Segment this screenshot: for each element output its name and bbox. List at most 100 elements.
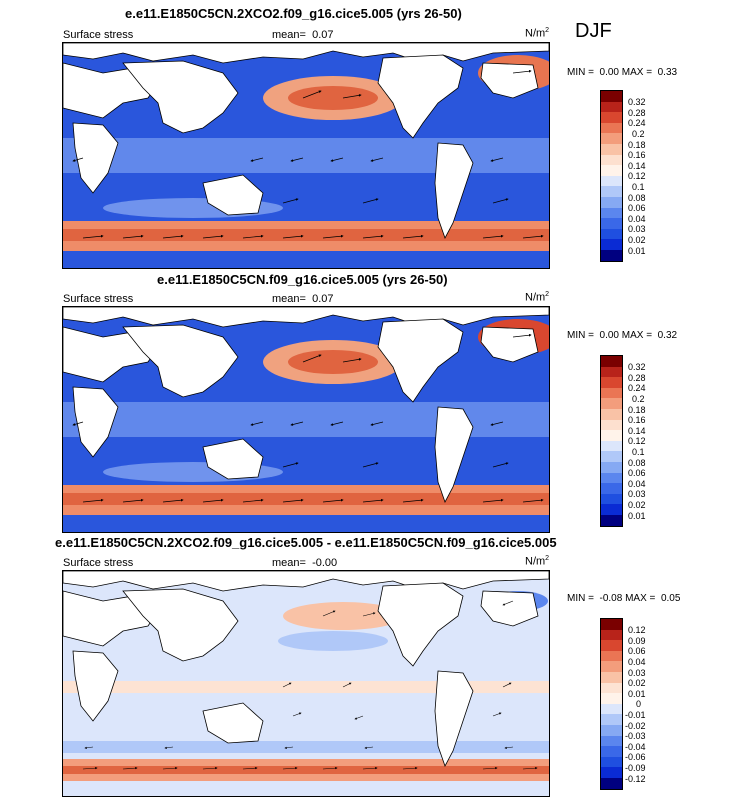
color-swatch (601, 504, 622, 515)
panel-1-mean-value: 0.07 (312, 29, 334, 41)
colorbar-tick-label: 0.01 (628, 246, 646, 256)
panel-1-mean-label: mean= (272, 29, 306, 41)
panel-1-map-svg (63, 43, 549, 268)
southern-ocean-core (63, 493, 549, 505)
color-swatch (601, 207, 622, 219)
color-swatch (601, 767, 622, 778)
colorbar-tick-label: 0.06 (628, 203, 646, 213)
land (63, 307, 549, 503)
colorbar-tick-label: 0.14 (628, 161, 646, 171)
colorbar-tick-label: 0.03 (628, 489, 646, 499)
color-swatch (601, 493, 622, 505)
color-swatch (601, 703, 622, 715)
panel-3-min-value: -0.08 (599, 593, 623, 604)
panel-2-title: e.e11.E1850C5CN.f09_g16.cice5.005 (yrs 2… (157, 272, 448, 287)
season-label: DJF (575, 20, 612, 42)
colorbar-tick-label: 0.08 (628, 458, 646, 468)
colorbar-tick-label: 0.02 (628, 678, 646, 688)
color-swatch (601, 461, 622, 473)
panel-3-mean-label: mean= (272, 557, 306, 569)
color-swatch (601, 387, 622, 399)
panel-2-mean-label: mean= (272, 293, 306, 305)
panel-3-colorbar (600, 618, 623, 790)
colorbar-tick-label: -0.03 (625, 731, 646, 741)
southern-ocean-core (63, 229, 549, 241)
color-swatch (601, 101, 622, 113)
panel-3-minmax: MIN = -0.08 MAX = 0.05 (567, 593, 680, 604)
panel-2-minmax: MIN = 0.00 MAX = 0.32 (567, 330, 677, 341)
north-pacific-core (288, 86, 378, 110)
colorbar-tick-label: -0.04 (625, 742, 646, 752)
colorbar-tick-label: 0.32 (628, 362, 646, 372)
color-swatch (601, 239, 622, 250)
colorbar-tick-label: 0.03 (628, 668, 646, 678)
panel-3-mean: mean= -0.00 (272, 557, 337, 569)
wind-stress-anomaly-arrows (82, 600, 538, 770)
tropical-low-band (63, 402, 549, 437)
colorbar-tick-label: 0.04 (628, 657, 646, 667)
color-swatch (601, 724, 622, 736)
color-swatch (601, 377, 622, 388)
color-swatch (601, 514, 622, 526)
color-swatch (601, 366, 622, 378)
colorbar-tick-label: 0.12 (628, 625, 646, 635)
color-swatch (601, 143, 622, 155)
colorbar-tick-label: 0.12 (628, 436, 646, 446)
color-swatch (601, 186, 622, 197)
panel-2-map-svg (63, 307, 549, 532)
color-swatch (601, 398, 622, 409)
southern-ocean-negative (63, 741, 549, 753)
panel-3-map-svg (63, 571, 549, 796)
color-swatch (601, 408, 622, 420)
colorbar-tick-label: -0.06 (625, 752, 646, 762)
colorbar-tick-label: 0.03 (628, 224, 646, 234)
panel-3-field-label: Surface stress (63, 557, 134, 569)
land (63, 571, 549, 767)
colorbar-tick-label: -0.02 (625, 721, 646, 731)
panel-3-max-value: 0.05 (660, 593, 681, 604)
color-swatch (601, 650, 622, 662)
color-swatch (601, 746, 622, 757)
colorbar-tick-label: 0.16 (628, 150, 646, 160)
wind-stress-arrows (72, 333, 544, 503)
colorbar-tick-label: 0.12 (628, 171, 646, 181)
panel-1-max-value: 0.33 (657, 67, 678, 78)
colorbar-tick-label: -0.12 (625, 774, 646, 784)
colorbar-tick-label: 0.08 (628, 193, 646, 203)
colorbar-tick-label: 0.01 (628, 689, 646, 699)
color-swatch (601, 671, 622, 683)
color-swatch (601, 133, 622, 144)
colorbar-tick-label: 0.2 (632, 394, 645, 404)
panel-3-max-label: MAX = (625, 593, 656, 604)
colorbar-tick-label: 0.16 (628, 415, 646, 425)
panel-3-units-text: N/m (525, 555, 546, 568)
color-swatch (601, 483, 622, 494)
panel-1-field-label: Surface stress (63, 29, 134, 41)
panel-1-units-text: N/m (525, 27, 546, 40)
wind-stress-arrows (72, 69, 544, 239)
color-swatch (601, 165, 622, 176)
color-swatch (601, 122, 622, 134)
color-swatch (601, 629, 622, 641)
panel-3-mean-value: -0.00 (312, 557, 338, 569)
panel-1-max-label: MAX = (621, 67, 653, 78)
colorbar-tick-label: 0.24 (628, 118, 646, 128)
colorbar-tick-label: 0.24 (628, 383, 646, 393)
color-swatch (601, 693, 622, 704)
panel-3-map (62, 570, 550, 797)
colorbar-tick-label: 0.02 (628, 500, 646, 510)
colorbar-tick-label: 0.06 (628, 468, 646, 478)
panel-2-map (62, 306, 550, 533)
color-swatch (601, 91, 622, 102)
panel-2-field-label: Surface stress (63, 293, 134, 305)
panel-3-title: e.e11.E1850C5CN.2XCO2.f09_g16.cice5.005 … (55, 535, 557, 550)
color-swatch (601, 112, 622, 123)
colorbar-tick-label: 0.04 (628, 479, 646, 489)
land (63, 43, 549, 239)
color-swatch (601, 451, 622, 462)
color-swatch (601, 356, 622, 367)
panel-2-units-text: N/m (525, 291, 546, 304)
color-swatch (601, 218, 622, 229)
panel-2-max-value: 0.32 (657, 330, 678, 341)
color-swatch (601, 228, 622, 240)
